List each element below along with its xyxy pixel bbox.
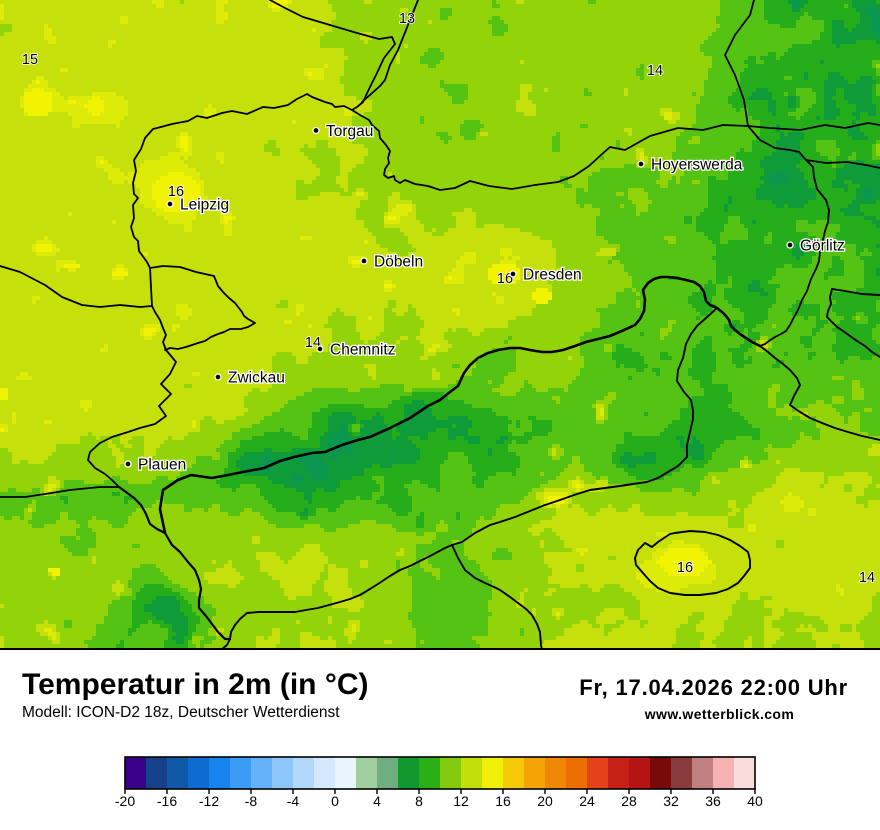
svg-text:8: 8 bbox=[415, 793, 423, 809]
svg-text:28: 28 bbox=[621, 793, 637, 809]
svg-text:Döbeln: Döbeln bbox=[374, 254, 423, 271]
svg-text:32: 32 bbox=[663, 793, 679, 809]
svg-text:15: 15 bbox=[22, 52, 38, 68]
svg-text:14: 14 bbox=[647, 63, 663, 79]
svg-text:4: 4 bbox=[373, 793, 381, 809]
svg-text:Chemnitz: Chemnitz bbox=[330, 342, 395, 359]
svg-text:40: 40 bbox=[747, 793, 763, 809]
svg-text:16: 16 bbox=[495, 793, 511, 809]
svg-text:13: 13 bbox=[399, 11, 415, 27]
svg-text:24: 24 bbox=[579, 793, 595, 809]
svg-text:-12: -12 bbox=[199, 793, 219, 809]
svg-text:-20: -20 bbox=[115, 793, 135, 809]
svg-text:Leipzig: Leipzig bbox=[180, 197, 229, 214]
svg-text:14: 14 bbox=[859, 570, 875, 586]
svg-text:0: 0 bbox=[331, 793, 339, 809]
svg-text:Hoyerswerda: Hoyerswerda bbox=[651, 157, 743, 174]
svg-text:12: 12 bbox=[803, 238, 819, 254]
svg-text:12: 12 bbox=[453, 793, 469, 809]
svg-text:-16: -16 bbox=[157, 793, 177, 809]
svg-text:Görlitz: Görlitz bbox=[800, 238, 845, 255]
svg-text:Dresden: Dresden bbox=[523, 267, 582, 284]
svg-text:Torgau: Torgau bbox=[326, 123, 373, 140]
svg-text:16: 16 bbox=[168, 184, 184, 200]
svg-text:Plauen: Plauen bbox=[138, 457, 186, 474]
svg-text:-8: -8 bbox=[245, 793, 258, 809]
svg-text:20: 20 bbox=[537, 793, 553, 809]
svg-text:36: 36 bbox=[705, 793, 721, 809]
svg-text:-4: -4 bbox=[287, 793, 300, 809]
svg-text:16: 16 bbox=[677, 560, 693, 576]
svg-text:Zwickau: Zwickau bbox=[228, 370, 285, 387]
